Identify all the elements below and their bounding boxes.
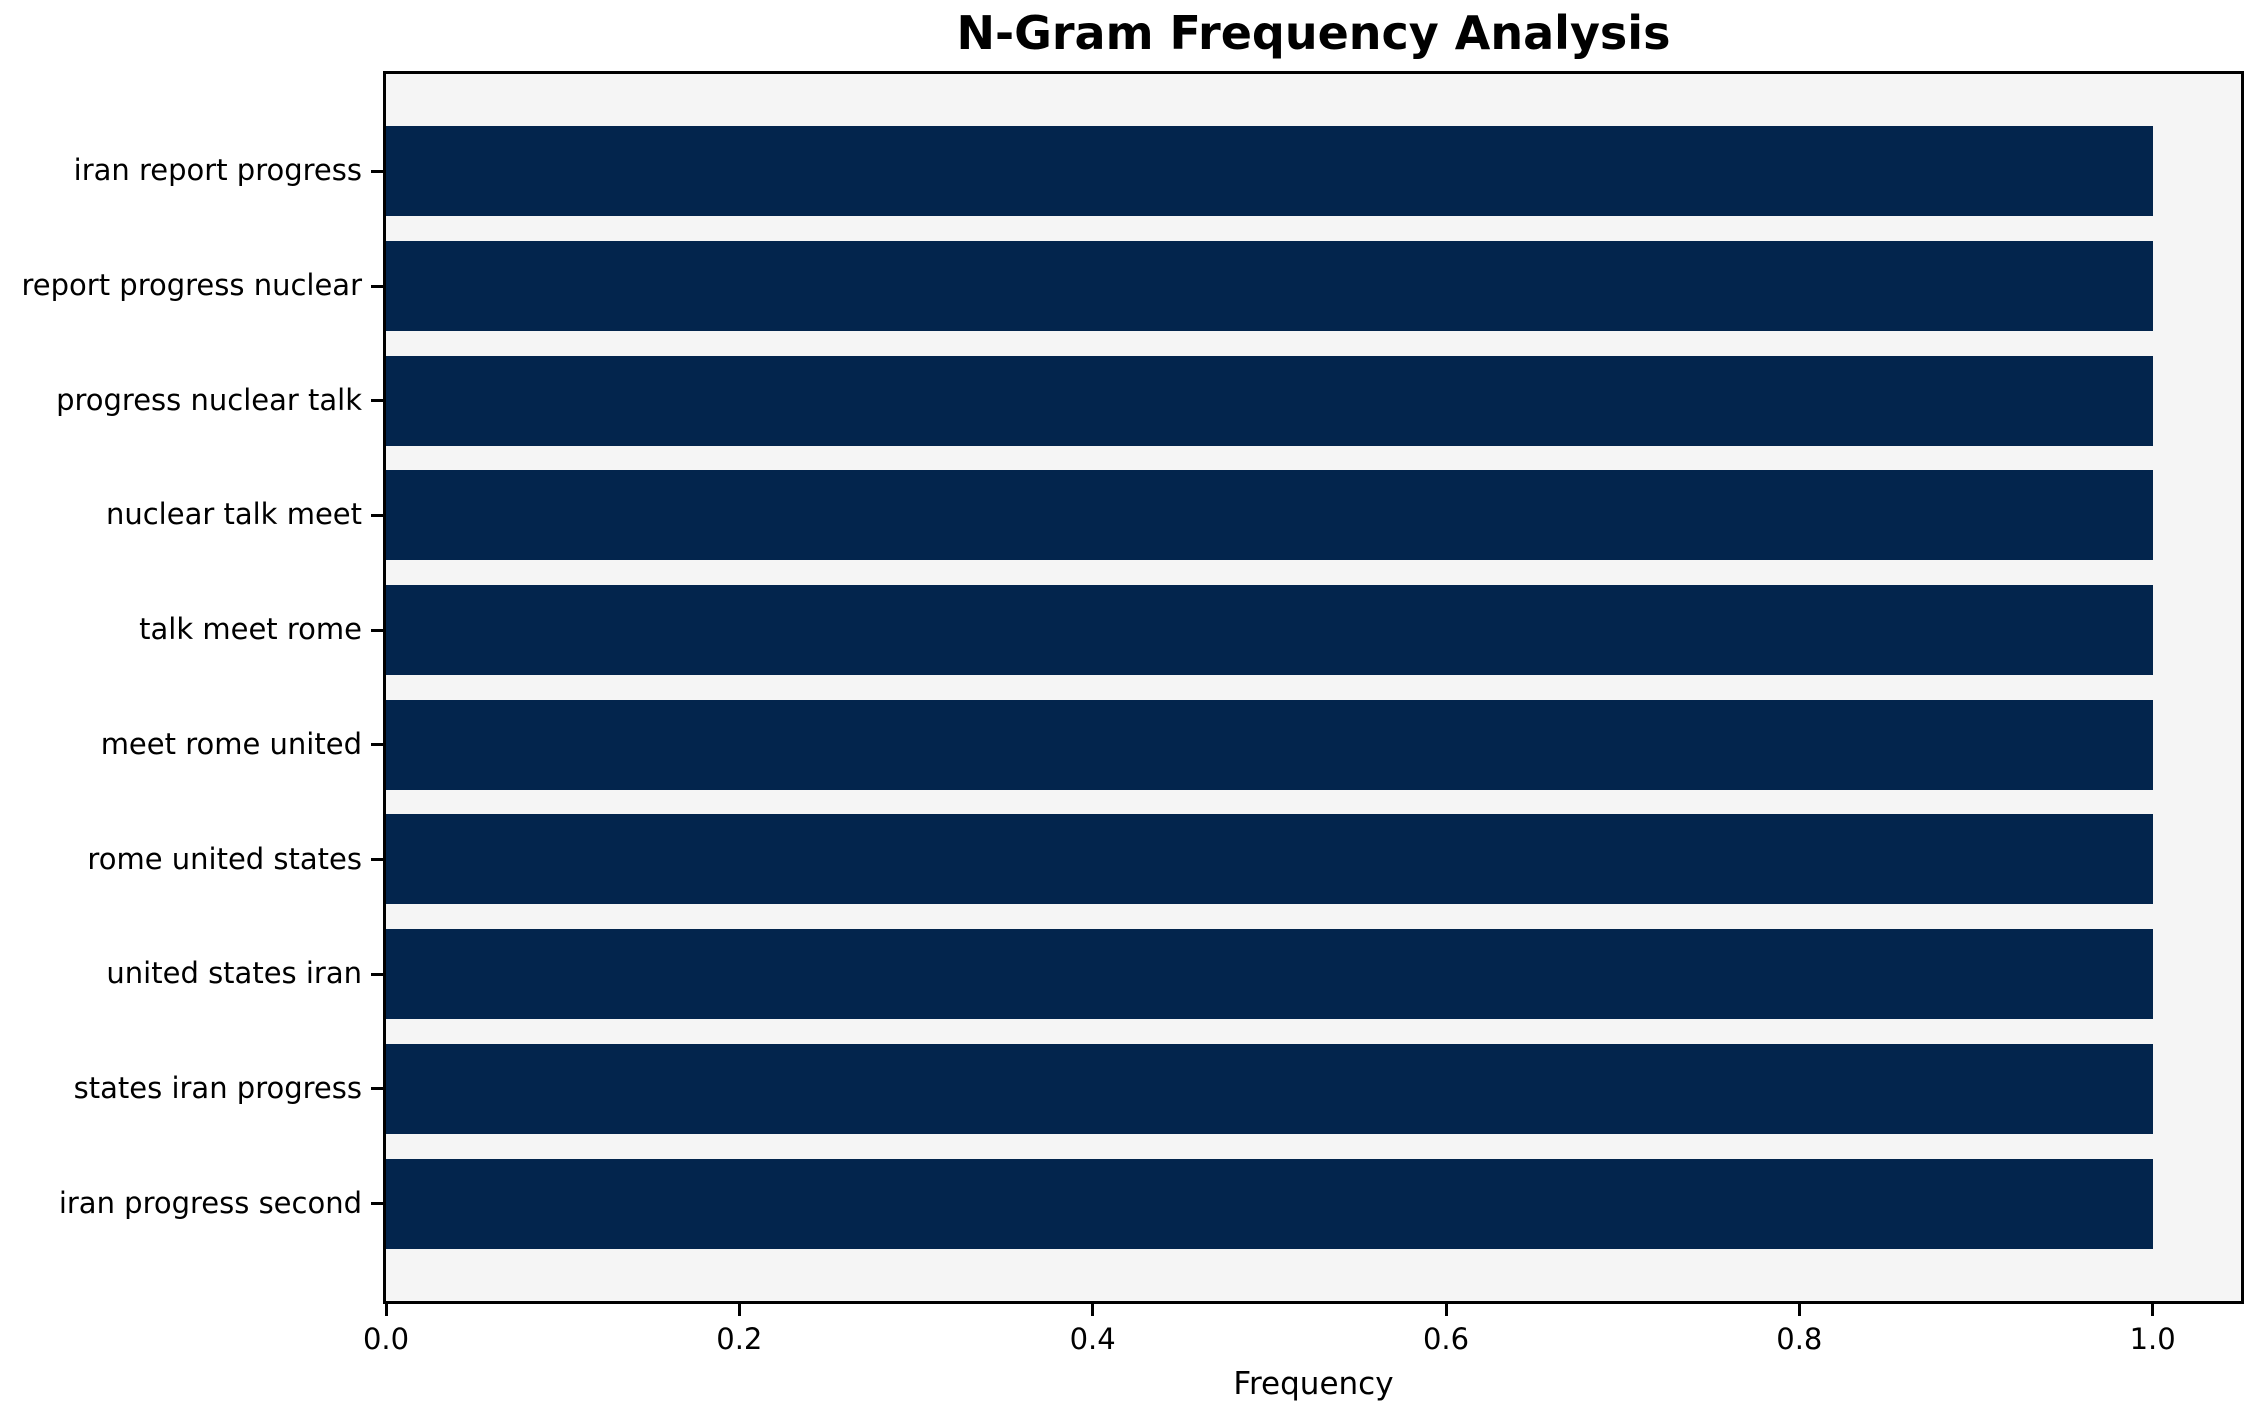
x-tick-mark	[737, 1304, 741, 1316]
x-tick-label: 0.6	[1422, 1322, 1470, 1356]
y-tick-label: nuclear talk meet	[105, 497, 362, 532]
y-tick-mark	[371, 628, 383, 632]
x-tick-mark	[1444, 1304, 1448, 1316]
y-tick-label: iran report progress	[73, 153, 362, 188]
bar-row	[386, 687, 2241, 802]
x-tick-label: 0.8	[1776, 1322, 1823, 1356]
bar	[386, 470, 2153, 561]
bar	[386, 699, 2153, 790]
bar-row	[386, 917, 2241, 1032]
y-tick-label: states iran progress	[73, 1070, 362, 1105]
bar	[386, 814, 2153, 905]
bar	[386, 1043, 2153, 1134]
y-tick-mark	[371, 1202, 383, 1206]
x-tick-label: 0.4	[1069, 1322, 1116, 1356]
bar	[386, 126, 2153, 217]
y-tick-mark	[371, 513, 383, 517]
y-tick-label: talk meet rome	[139, 612, 362, 647]
chart-title: N-Gram Frequency Analysis	[956, 6, 1671, 60]
bar	[386, 355, 2153, 446]
plot-area	[383, 71, 2244, 1304]
x-tick-mark	[2151, 1304, 2155, 1316]
x-tick-mark	[1091, 1304, 1095, 1316]
bar-row	[386, 1032, 2241, 1147]
y-tick-label: united states iran	[106, 956, 362, 991]
y-tick-label: report progress nuclear	[21, 268, 363, 303]
bar-row	[386, 114, 2241, 229]
y-tick-label: iran progress second	[58, 1185, 362, 1220]
y-tick-mark	[371, 743, 383, 747]
bar-row	[386, 802, 2241, 917]
x-tick-label: 1.0	[2129, 1322, 2176, 1356]
y-tick-mark	[371, 399, 383, 403]
x-tick-mark	[1797, 1304, 1801, 1316]
bar-row	[386, 343, 2241, 458]
y-tick-mark	[371, 858, 383, 862]
y-tick-mark	[371, 972, 383, 976]
bar	[386, 241, 2153, 332]
y-tick-mark	[371, 1087, 383, 1091]
y-tick-label: meet rome united	[100, 726, 362, 761]
x-tick-mark	[384, 1304, 388, 1316]
bar-row	[386, 573, 2241, 688]
x-tick-label: 0.2	[716, 1322, 763, 1356]
bar-row	[386, 1146, 2241, 1261]
bar-row	[386, 229, 2241, 344]
y-tick-mark	[371, 284, 383, 288]
y-tick-label: rome united states	[87, 841, 362, 876]
x-tick-label: 0.0	[362, 1322, 410, 1356]
bar	[386, 929, 2153, 1020]
y-tick-label: progress nuclear talk	[56, 382, 362, 417]
x-axis-label: Frequency	[1233, 1366, 1394, 1402]
bar	[386, 585, 2153, 676]
bar-row	[386, 458, 2241, 573]
bar	[386, 1158, 2153, 1249]
y-tick-mark	[371, 169, 383, 173]
